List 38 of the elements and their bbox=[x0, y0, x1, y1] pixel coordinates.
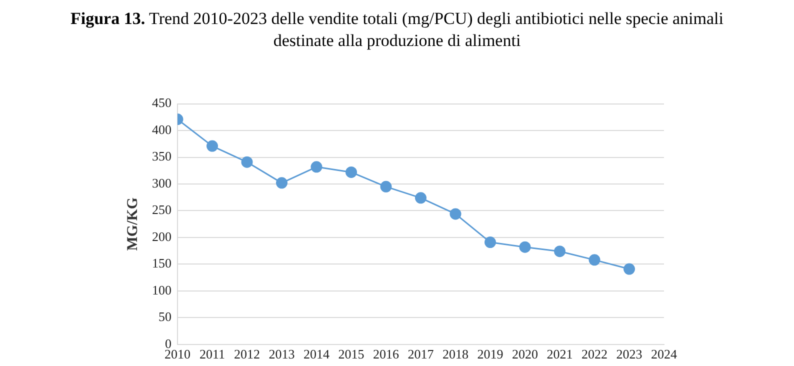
point bbox=[484, 236, 496, 248]
x-tick-label: 2024 bbox=[651, 346, 678, 362]
y-tick-label: 100 bbox=[152, 282, 172, 298]
point bbox=[554, 246, 566, 258]
chart-title: Figura 13. Trend 2010-2023 delle vendite totali (mg/PCU) degli antibiotici nelle specie animali destinate alla produzione di alimenti bbox=[70, 8, 724, 52]
point bbox=[415, 192, 426, 204]
y-axis-title: MG/KG bbox=[124, 197, 141, 251]
point bbox=[241, 156, 253, 168]
y-tick-label: 350 bbox=[152, 148, 172, 164]
point bbox=[519, 241, 531, 253]
y-tick-label: 300 bbox=[152, 175, 172, 190]
point bbox=[276, 177, 288, 189]
x-tick-label: 2011 bbox=[199, 346, 226, 362]
y-tick-label: 400 bbox=[152, 122, 172, 137]
y-tick-label: 200 bbox=[152, 228, 172, 244]
x-tick-label: 2014 bbox=[304, 346, 330, 362]
y-tick-label: 250 bbox=[152, 202, 172, 218]
x-tick-label: 2023 bbox=[616, 346, 642, 362]
x-tick-label: 2018 bbox=[442, 346, 468, 362]
x-tick-label: 2013 bbox=[268, 346, 295, 362]
x-tick-label: 2012 bbox=[234, 346, 260, 362]
point bbox=[310, 161, 322, 173]
x-tick-label: 2021 bbox=[546, 346, 573, 362]
y-tick-label: 150 bbox=[152, 256, 172, 271]
x-tick-label: 2022 bbox=[582, 346, 608, 362]
x-tick-label: 2019 bbox=[477, 346, 504, 362]
point bbox=[206, 140, 218, 152]
point bbox=[450, 208, 462, 220]
point bbox=[346, 166, 357, 178]
point bbox=[380, 180, 392, 192]
x-tick-label: 2015 bbox=[338, 346, 364, 362]
y-tick-label: 50 bbox=[158, 309, 172, 324]
point bbox=[624, 263, 635, 275]
point bbox=[588, 254, 600, 266]
x-tick-label: 2017 bbox=[408, 346, 434, 362]
x-tick-label: 2020 bbox=[512, 346, 538, 362]
x-tick-label: 2016 bbox=[373, 346, 400, 362]
y-tick-label: 450 bbox=[152, 95, 172, 110]
